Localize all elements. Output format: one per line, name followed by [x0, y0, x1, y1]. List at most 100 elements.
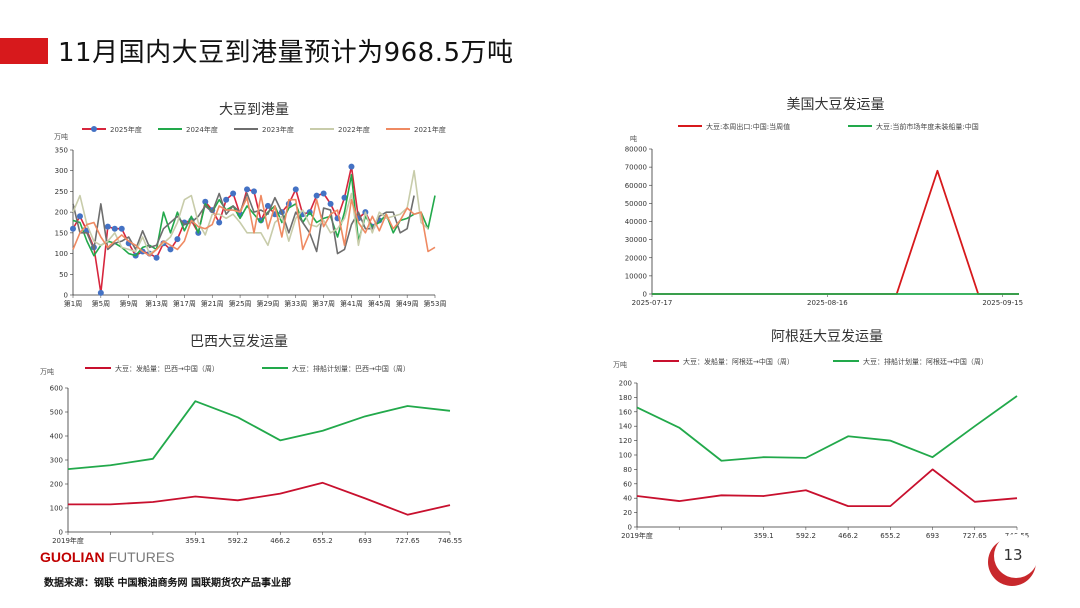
x-tick-label-6: 655.2	[880, 532, 900, 540]
series-point-0-25	[244, 186, 251, 193]
x-tick-label-3: 359.1	[185, 537, 205, 545]
x-tick-label-8: 第33周	[284, 299, 307, 308]
legend-label-0: 大豆:本周出口:中国:当周值	[706, 122, 790, 131]
logo-text-2: FUTURES	[108, 549, 175, 565]
y-tick-label-7: 350	[55, 147, 68, 155]
legend-label-1: 大豆：排船计划量：阿根廷→中国（周）	[863, 357, 988, 366]
chart-title: 大豆到港量	[219, 102, 289, 118]
x-tick-label-0: 2019年度	[52, 536, 84, 545]
logo-text-1: GUOLIAN	[40, 549, 109, 565]
y-tick-label-3: 150	[55, 229, 68, 237]
y-tick-label-3: 300	[50, 457, 63, 465]
y-tick-label-2: 200	[50, 481, 63, 489]
y-tick-label-1: 50	[59, 271, 68, 279]
y-tick-label-1: 100	[50, 505, 63, 513]
y-axis-unit: 万吨	[40, 367, 54, 376]
y-tick-label-3: 60	[623, 480, 632, 488]
x-tick-label-3: 第13周	[145, 299, 168, 308]
y-tick-label-10: 200	[619, 380, 632, 388]
series-point-0-1	[76, 213, 83, 220]
y-tick-label-2: 40	[623, 495, 632, 503]
series-point-0-37	[327, 200, 334, 207]
y-tick-label-7: 70000	[625, 164, 647, 172]
series-point-0-12	[153, 254, 160, 261]
y-tick-label-6: 300	[55, 167, 68, 175]
y-tick-label-8: 160	[619, 408, 632, 416]
series-line-0	[68, 481, 451, 516]
series-point-0-32	[292, 186, 299, 193]
x-tick-label-10: 第41周	[340, 299, 363, 308]
series-line-1	[67, 400, 451, 471]
y-tick-label-3: 30000	[625, 236, 647, 244]
y-tick-label-4: 400	[50, 433, 63, 441]
series-point-0-21	[216, 219, 223, 226]
x-tick-label-8: 727.65	[963, 532, 988, 540]
y-tick-label-5: 250	[55, 188, 68, 196]
y-tick-label-6: 60000	[625, 182, 647, 190]
y-tick-label-9: 180	[619, 394, 632, 402]
y-tick-label-4: 80	[623, 466, 632, 474]
series-point-0-39	[341, 194, 348, 201]
x-tick-label-11: 第45周	[368, 299, 391, 308]
data-source-note: 数据来源：钢联 中国粮油商务网 国联期货农产品事业部	[44, 578, 291, 589]
x-tick-label-4: 592.2	[796, 532, 816, 540]
series-point-0-6	[111, 225, 118, 232]
company-logo: GUOLIAN FUTURES	[40, 549, 175, 565]
chart-title: 阿根廷大豆发运量	[771, 329, 883, 345]
series-point-0-7	[118, 225, 125, 232]
series-line-2	[72, 192, 415, 255]
legend-label-2: 2023年度	[262, 125, 294, 134]
y-tick-label-4: 40000	[625, 218, 647, 226]
series-line-1	[636, 395, 1018, 462]
y-tick-label-2: 100	[55, 250, 68, 258]
x-tick-label-2: 第9周	[119, 299, 137, 308]
series-point-0-40	[348, 163, 355, 170]
y-tick-label-5: 100	[619, 452, 632, 460]
page-number-inner	[994, 534, 1038, 578]
legend-label-4: 2021年度	[414, 125, 446, 134]
series-line-0	[636, 468, 1018, 508]
x-tick-label-13: 第53周	[424, 299, 447, 308]
x-tick-label-8: 727.65	[395, 537, 420, 545]
x-tick-label-0: 2019年度	[621, 531, 653, 540]
x-tick-label-4: 592.2	[228, 537, 248, 545]
series-line-3	[72, 169, 429, 255]
legend-label-0: 大豆：发船量：阿根廷→中国（周）	[683, 357, 794, 366]
x-tick-label-5: 466.2	[838, 532, 858, 540]
x-tick-label-12: 第49周	[396, 299, 419, 308]
x-tick-label-3: 359.1	[754, 532, 774, 540]
legend-marker-0	[91, 126, 97, 132]
legend-label-1: 2024年度	[186, 125, 218, 134]
y-tick-label-0: 0	[64, 292, 68, 300]
x-tick-label-9: 746.55	[438, 537, 463, 545]
x-tick-label-1: 2025-08-16	[807, 299, 848, 307]
x-tick-label-9: 第37周	[312, 299, 335, 308]
series-point-0-36	[320, 190, 327, 197]
series-point-0-23	[230, 190, 237, 197]
y-tick-label-6: 120	[619, 437, 632, 445]
x-tick-label-5: 第21周	[201, 299, 224, 308]
title-accent-bar	[0, 38, 48, 64]
x-tick-label-1: 第5周	[92, 299, 110, 308]
chart-title: 巴西大豆发运量	[190, 334, 288, 350]
y-axis-unit: 吨	[630, 134, 637, 143]
y-tick-label-0: 0	[628, 524, 632, 532]
series-point-0-5	[104, 223, 111, 230]
y-tick-label-1: 10000	[625, 272, 647, 280]
legend-label-0: 大豆：发船量：巴西→中国（周）	[115, 364, 219, 373]
y-tick-label-8: 80000	[625, 146, 647, 154]
x-tick-label-5: 466.2	[270, 537, 290, 545]
series-point-0-4	[97, 289, 104, 296]
chart-title: 美国大豆发运量	[787, 97, 885, 113]
y-tick-label-0: 0	[59, 529, 63, 537]
x-tick-label-0: 第1周	[64, 299, 82, 308]
y-tick-label-2: 20000	[625, 254, 647, 262]
y-tick-label-5: 50000	[625, 200, 647, 208]
page-number-badge: 13	[988, 534, 1038, 586]
series-point-0-15	[174, 236, 181, 243]
legend-label-1: 大豆：排船计划量：巴西→中国（周）	[292, 364, 410, 373]
